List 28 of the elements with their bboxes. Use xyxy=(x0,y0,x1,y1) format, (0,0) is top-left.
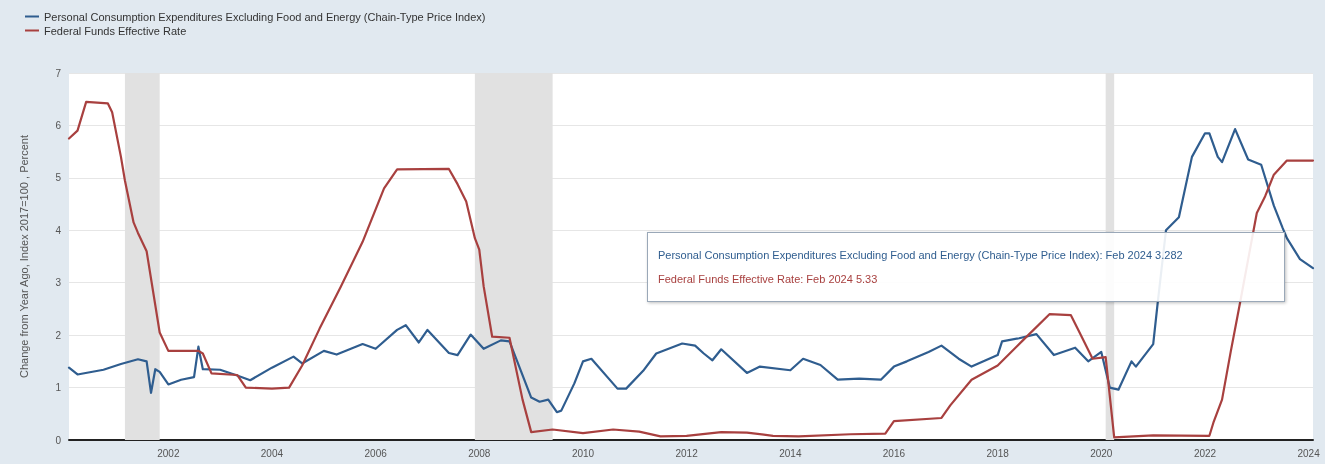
x-tick-label: 2020 xyxy=(1090,447,1113,459)
x-tick-label: 2014 xyxy=(779,447,802,459)
y-tick-label: 0 xyxy=(55,434,62,446)
x-tick-label: 2016 xyxy=(882,447,906,459)
y-axis-title: Change from Year Ago, Index 2017=100 , Percent xyxy=(17,134,30,379)
x-tick-label: 2010 xyxy=(571,447,595,459)
legend-label: Personal Consumption Expenditures Excluding Food and Energy (Chain-Type Price Index) xyxy=(44,10,486,23)
x-tick-label: 2002 xyxy=(157,447,180,459)
x-tick-label: 2012 xyxy=(675,447,699,459)
y-tick-label: 3 xyxy=(55,277,62,289)
tooltip-box: Personal Consumption Expenditures Excluding Food and Energy (Chain-Type Price Index): Feb 2024 3.282 Federal Funds Effective Rate: Feb 2024 5.33 xyxy=(647,232,1285,302)
annotation: Federal Funds Effective Rate: Feb 2024 5.33 xyxy=(658,272,879,287)
y-tick-label: 7 xyxy=(55,67,62,79)
y-tick-label: 4 xyxy=(55,224,62,236)
annotation: Personal Consumption Expenditures Excluding Food and Energy (Chain-Type Price Index): Feb 2024 3.282 xyxy=(658,248,1184,263)
y-tick-label: 6 xyxy=(55,119,62,131)
x-tick-label: 2008 xyxy=(468,447,491,459)
x-tick-label: 2022 xyxy=(1193,447,1217,459)
x-tick-label: 2018 xyxy=(986,447,1010,459)
legend-label: Federal Funds Effective Rate xyxy=(44,24,187,37)
y-tick-label: 2 xyxy=(55,329,62,341)
x-tick-label: 2004 xyxy=(260,447,284,459)
x-tick-label: 2006 xyxy=(364,447,388,459)
x-tick-label: 2024 xyxy=(1297,447,1321,459)
y-tick-label: 1 xyxy=(55,382,62,394)
line-series xyxy=(67,128,1315,414)
line-series xyxy=(67,100,1315,439)
y-tick-label: 5 xyxy=(55,172,62,184)
